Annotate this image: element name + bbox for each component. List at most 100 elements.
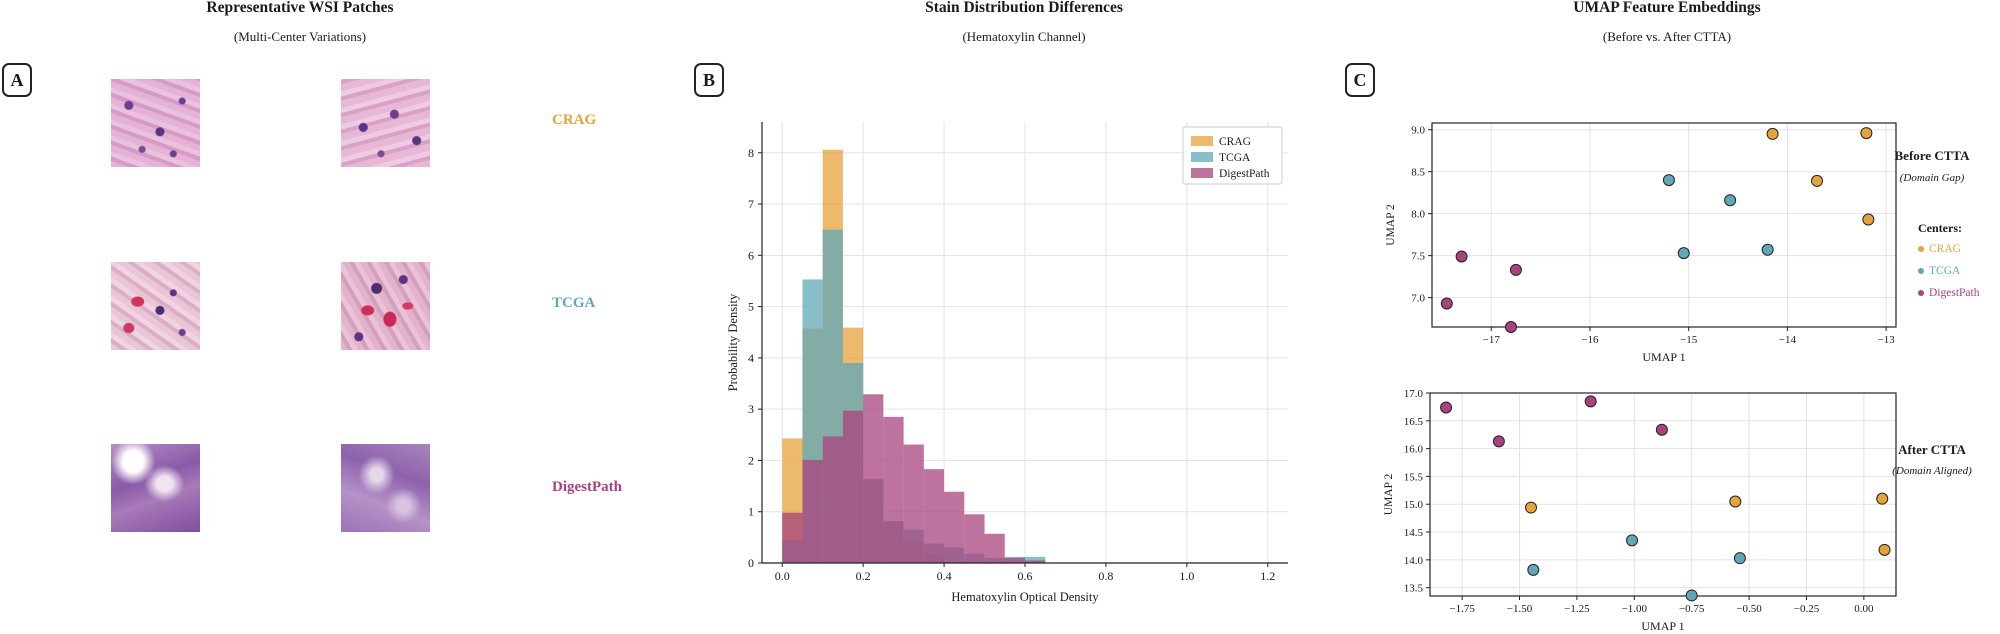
panel-b-label: B <box>694 63 724 97</box>
umap-before-x-tick-label: −16 <box>1581 334 1599 346</box>
umap-after-point-crag <box>1876 492 1889 505</box>
hist-bar-digestpath <box>802 459 823 563</box>
umap-after-point-digestpath <box>1655 423 1668 436</box>
hist-legend-label-tcga: TCGA <box>1219 152 1251 164</box>
hist-x-tick-label: 1.2 <box>1260 569 1275 583</box>
umap-after-x-tick-label: −0.50 <box>1736 603 1762 615</box>
hist-bar-digestpath <box>923 469 945 563</box>
hist-x-tick-label: 0.4 <box>937 569 952 583</box>
umap-after-point-tcga <box>1733 552 1746 565</box>
before-ctta-title: Before CTTA <box>1894 148 1970 163</box>
umap-before-point-tcga <box>1662 174 1675 187</box>
hist-y-tick-label: 3 <box>748 402 754 416</box>
patch-tcga-1 <box>111 262 200 350</box>
umap-before-x-axis-label: UMAP 1 <box>1642 350 1685 364</box>
umap-after-x-tick-label: −0.25 <box>1794 603 1820 615</box>
umap-after-y-tick-label: 16.5 <box>1404 416 1424 428</box>
umap-before-y-tick-label: 8.5 <box>1411 167 1425 179</box>
hist-bar-digestpath <box>964 514 985 563</box>
umap-after-point-tcga <box>1527 563 1540 576</box>
umap-before-point-crag <box>1860 127 1873 140</box>
umap-after-point-crag <box>1729 495 1742 508</box>
panel-b-subtitle: (Hematoxylin Channel) <box>962 29 1086 44</box>
hist-y-tick-label: 4 <box>748 351 754 365</box>
legend-title: Centers: <box>1918 221 1962 235</box>
umap-before-point-digestpath <box>1455 250 1468 263</box>
hist-y-tick-label: 5 <box>748 300 754 314</box>
umap-before-y-tick-label: 7.0 <box>1411 293 1425 305</box>
hist-y-tick-label: 1 <box>748 505 754 519</box>
umap-after-point-digestpath <box>1492 435 1505 448</box>
legend-label-crag: CRAG <box>1929 243 1961 255</box>
umap-after-y-tick-label: 17.0 <box>1404 388 1424 400</box>
hist-bar-digestpath <box>1025 560 1046 563</box>
umap-after-point-tcga <box>1626 534 1639 547</box>
hist-y-axis-label: Probability Density <box>726 293 740 391</box>
center-label-digestpath: DigestPath <box>552 479 622 495</box>
hist-bar-tcga <box>1025 556 1046 563</box>
umap-after-x-tick-label: −1.75 <box>1449 603 1475 615</box>
hist-bar-digestpath <box>903 444 924 563</box>
umap-before-point-crag <box>1766 127 1779 140</box>
umap-before-x-tick-label: −14 <box>1779 334 1797 346</box>
umap-before-point-crag <box>1862 213 1875 226</box>
hist-legend-swatch-crag <box>1191 136 1213 146</box>
patch-crag-1 <box>111 79 200 167</box>
umap-after-x-tick-label: −1.50 <box>1507 603 1533 615</box>
umap-before-point-digestpath <box>1504 321 1517 333</box>
umap-before-x-tick-label: −13 <box>1878 334 1896 346</box>
umap-before-x-tick-label: −17 <box>1483 334 1501 346</box>
umap-after-point-crag <box>1525 501 1538 514</box>
legend-item-tcga: TCGA <box>1918 265 1960 277</box>
legend-dot-tcga <box>1918 268 1924 275</box>
hist-x-tick-label: 0.8 <box>1098 569 1113 583</box>
umap-after-y-tick-label: 15.5 <box>1404 471 1424 483</box>
umap-before-y-tick-label: 8.0 <box>1411 209 1425 221</box>
umap-after-y-tick-label: 16.0 <box>1404 444 1424 456</box>
patch-crag-2 <box>341 79 430 167</box>
umap-before-point-digestpath <box>1509 263 1522 276</box>
hist-legend-label-crag: CRAG <box>1219 136 1251 148</box>
panel-b-title: Stain Distribution Differences <box>925 0 1123 16</box>
hist-x-tick-label: 0.0 <box>775 569 790 583</box>
umap-before-y-tick-label: 7.5 <box>1411 251 1425 263</box>
hist-legend-swatch-digestpath <box>1191 168 1213 178</box>
umap-after-y-tick-label: 15.0 <box>1404 499 1424 511</box>
umap-after-y-tick-label: 13.5 <box>1404 583 1424 595</box>
umap-before-y-tick-label: 9.0 <box>1411 125 1425 137</box>
hist-y-tick-label: 2 <box>748 453 754 467</box>
legend-label-digestpath: DigestPath <box>1929 287 1980 299</box>
legend-label-tcga: TCGA <box>1929 265 1961 277</box>
hist-bar-digestpath <box>1004 557 1025 563</box>
hist-bar-digestpath <box>842 410 864 563</box>
hist-x-tick-label: 0.2 <box>856 569 871 583</box>
umap-before-point-tcga <box>1677 247 1690 260</box>
umap-after-point-digestpath <box>1440 401 1453 414</box>
after-ctta-title: After CTTA <box>1898 442 1966 457</box>
hist-legend-label-digestpath: DigestPath <box>1219 168 1270 180</box>
umap-after-y-tick-label: 14.5 <box>1404 527 1424 539</box>
center-label-crag: CRAG <box>552 112 597 128</box>
hist-bar-digestpath <box>822 436 843 563</box>
umap-after-x-axis-label: UMAP 1 <box>1641 619 1684 633</box>
hist-legend-swatch-tcga <box>1191 152 1213 162</box>
hist-x-tick-label: 0.6 <box>1018 569 1033 583</box>
umap-before-point-tcga <box>1761 243 1774 256</box>
legend-dot-crag <box>1918 246 1924 253</box>
legend-dot-digestpath <box>1918 290 1924 297</box>
hist-bar-digestpath <box>944 491 965 563</box>
hist-bar-digestpath <box>883 416 904 563</box>
panel-c-title: UMAP Feature Embeddings <box>1573 0 1761 16</box>
umap-after-x-tick-label: 0.00 <box>1854 603 1874 615</box>
umap-before-point-crag <box>1811 174 1824 187</box>
umap-before-point-tcga <box>1724 194 1737 207</box>
panel-a-subtitle: (Multi-Center Variations) <box>233 29 367 44</box>
legend-item-crag: CRAG <box>1918 243 1961 255</box>
umap-after-frame <box>1429 392 1897 597</box>
patch-tcga-2 <box>341 262 430 350</box>
panel-a-title: Representative WSI Patches <box>206 0 394 16</box>
umap-before-point-digestpath <box>1440 297 1453 310</box>
hist-bar-digestpath <box>782 512 803 563</box>
hist-bar-digestpath <box>863 394 884 563</box>
